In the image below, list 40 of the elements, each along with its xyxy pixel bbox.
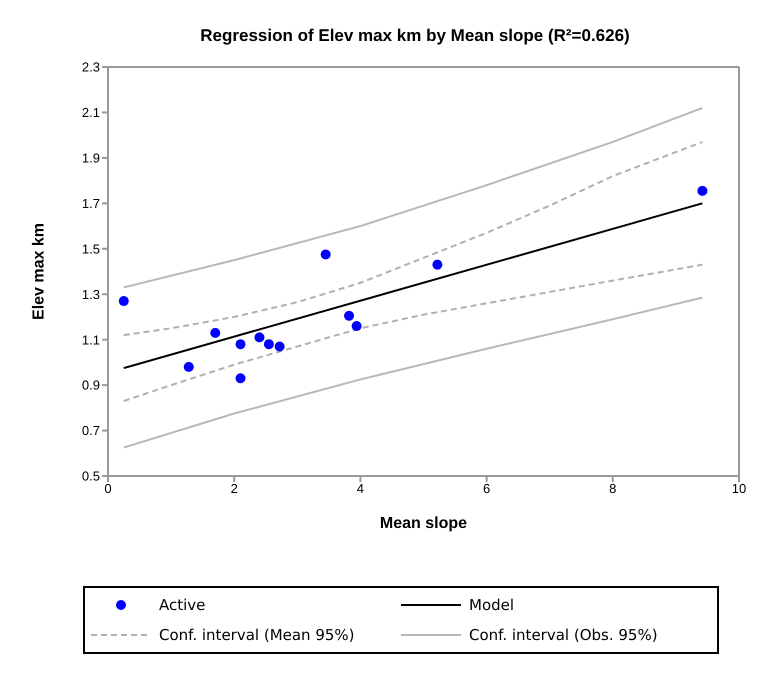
point [118, 296, 129, 306]
point [210, 328, 220, 338]
y-tick-label: 1.9 [82, 150, 100, 166]
y-tick-label: 1.7 [82, 196, 100, 211]
legend-label: Active [159, 596, 206, 614]
line-series [122, 296, 704, 449]
point [697, 186, 708, 196]
legend-label: Model [469, 596, 514, 614]
y-tick-label: 2.1 [82, 105, 100, 120]
y-tick-label: 0.7 [82, 423, 100, 438]
legend-label: Conf. interval (Obs. 95%) [469, 626, 658, 644]
y-axis-title: Elev max km [30, 223, 48, 320]
x-tick-label: 2 [230, 481, 238, 496]
y-tick-label: 1.5 [82, 241, 100, 256]
point [352, 321, 362, 332]
y-tick-label: 1.1 [82, 332, 100, 348]
point [320, 249, 331, 260]
chart-title: Regression of Elev max km by Mean slope (R²=0.626) [199, 26, 631, 47]
x-tick-label: 0 [104, 481, 112, 496]
x-tick-label: 10 [732, 481, 746, 496]
x-tick-label: 4 [356, 481, 364, 496]
legend-label: Conf. interval (Mean 95%) [159, 626, 355, 644]
y-tick-label: 2.3 [82, 60, 100, 75]
point [184, 362, 194, 372]
point [432, 260, 442, 270]
point [236, 373, 246, 384]
y-tick-label: 0.9 [82, 378, 100, 393]
point [344, 310, 354, 321]
line-series [122, 140, 704, 336]
x-tick-label: 8 [609, 481, 616, 496]
point [254, 332, 264, 342]
x-tick-label: 6 [482, 481, 490, 496]
y-tick-label: 1.3 [82, 286, 100, 302]
point [236, 339, 246, 350]
point [264, 339, 274, 350]
y-tick-label: 0.5 [82, 468, 100, 484]
line-series [122, 106, 704, 288]
x-axis-title: Mean slope [380, 515, 468, 532]
point [274, 341, 285, 352]
line-series [122, 264, 704, 402]
